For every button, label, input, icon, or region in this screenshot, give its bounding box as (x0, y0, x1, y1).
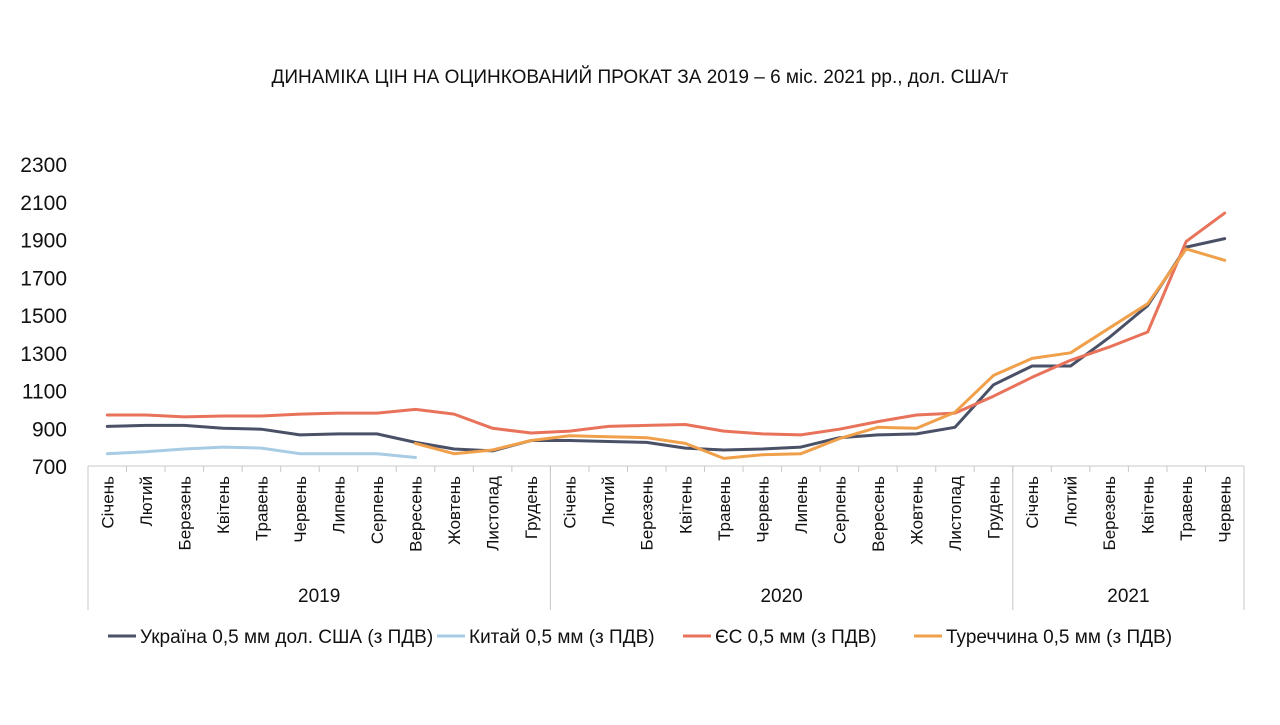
x-tick-label: Липень (329, 476, 348, 534)
y-tick-label: 1900 (20, 230, 67, 253)
x-tick-label: Січень (98, 476, 117, 529)
x-tick-label: Травень (1177, 476, 1196, 541)
series-line (414, 247, 1227, 460)
chart-title: ДИНАМІКА ЦІН НА ОЦИНКОВАНИЙ ПРОКАТ ЗА 20… (272, 66, 1009, 88)
x-tick-label: Березень (175, 476, 194, 551)
legend-label: Туреччина 0,5 мм (з ПДВ) (946, 627, 1172, 648)
legend-label: Україна 0,5 мм дол. США (з ПДВ) (140, 627, 433, 648)
x-tick-label: Березень (638, 476, 657, 551)
x-axis: Січень Лютий Березень Квітень Травень Червень… (87, 465, 1245, 610)
series-lines (105, 211, 1227, 460)
x-tick-label: Липень (792, 476, 811, 534)
x-group-label: 2021 (1107, 586, 1149, 607)
x-tick-label: Лютий (137, 476, 156, 526)
y-tick-label: 1100 (22, 381, 67, 404)
x-tick-label: Жовтень (907, 476, 926, 545)
y-tick-label: 1300 (20, 343, 67, 366)
x-tick-label: Лютий (1062, 476, 1081, 526)
x-tick-label: Червень (1216, 476, 1235, 543)
x-tick-label: Серпень (830, 476, 849, 544)
legend-label: ЄС 0,5 мм (з ПДВ) (715, 627, 877, 648)
legend: Україна 0,5 мм дол. США (з ПДВ) Китай 0,5… (108, 627, 1172, 648)
y-axis: 700 900 1100 1300 1500 1700 1900 2100 2300 (20, 154, 67, 479)
x-tick-label: Вересень (407, 476, 426, 552)
y-tick-label: 700 (32, 456, 67, 479)
y-tick-label: 1500 (20, 305, 67, 328)
x-group-label: 2020 (760, 586, 802, 607)
x-tick-label: Жовтень (445, 476, 464, 545)
series-line (105, 211, 1227, 437)
x-tick-label: Листопад (946, 476, 965, 551)
x-tick-label: Вересень (869, 476, 888, 552)
x-tick-label: Грудень (522, 476, 541, 539)
series-line (105, 445, 417, 459)
x-tick-label: Червень (291, 476, 310, 543)
y-tick-label: 1700 (20, 267, 67, 290)
x-tick-label: Червень (753, 476, 772, 543)
x-tick-label: Березень (1100, 476, 1119, 551)
x-tick-label: Травень (715, 476, 734, 541)
x-tick-label: Грудень (985, 476, 1004, 539)
y-tick-label: 2100 (20, 192, 67, 215)
x-tick-label: Листопад (484, 476, 503, 551)
x-tick-label: Квітень (676, 476, 695, 534)
y-tick-label: 2300 (20, 154, 67, 177)
y-tick-label: 900 (32, 418, 67, 441)
x-group-label: 2019 (298, 586, 340, 607)
x-tick-label: Лютий (599, 476, 618, 526)
x-tick-label: Серпень (368, 476, 387, 544)
series-line (105, 237, 1227, 453)
legend-label: Китай 0,5 мм (з ПДВ) (469, 627, 655, 648)
x-tick-label: Січень (1023, 476, 1042, 529)
x-tick-label: Травень (252, 476, 271, 541)
x-tick-label: Квітень (1139, 476, 1158, 534)
x-tick-label: Квітень (214, 476, 233, 534)
x-tick-label: Січень (561, 476, 580, 529)
